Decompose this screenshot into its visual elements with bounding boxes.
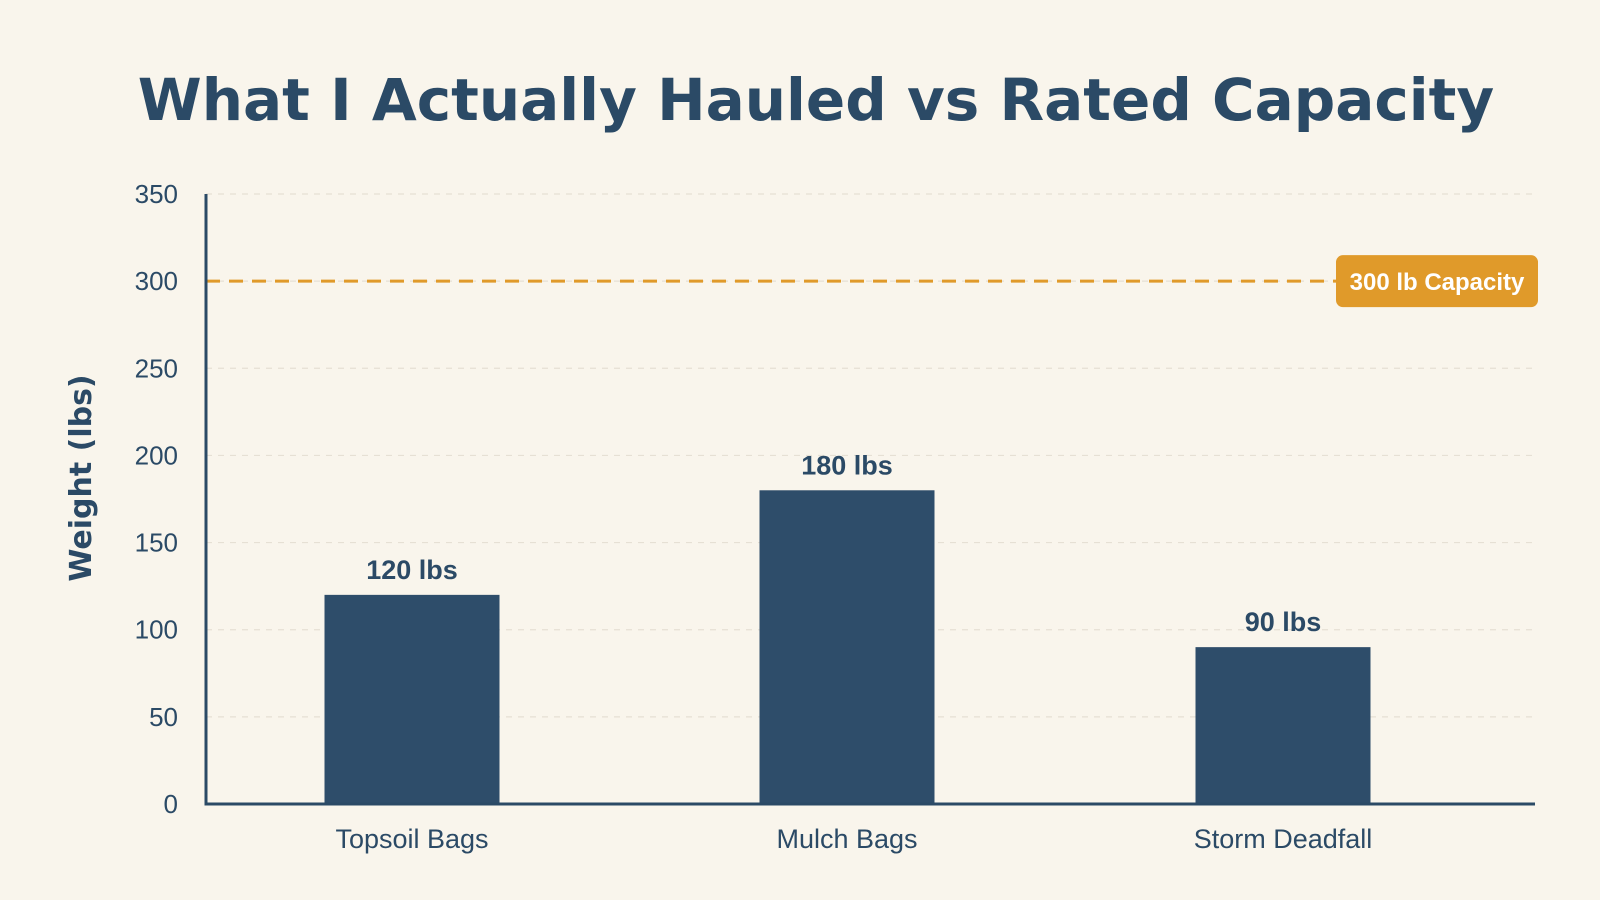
chart-title: What I Actually Hauled vs Rated Capacity [138,66,1494,134]
y-tick-label-350: 350 [135,179,178,209]
y-tick-label-250: 250 [135,353,178,383]
y-tick-label-0: 0 [164,789,178,819]
y-tick-label-150: 150 [135,528,178,558]
y-tick-labels: 0 50 100 150 200 250 300 350 [135,179,178,819]
bars: 120 lbs 180 lbs 90 lbs [324,450,1371,804]
bar-topsoil-bags [324,594,500,804]
bar-value-label: 120 lbs [366,555,458,585]
x-category-label: Storm Deadfall [1194,824,1373,854]
y-axis-label: Weight (lbs) [64,374,99,581]
y-tick-label-50: 50 [149,702,178,732]
x-category-label: Mulch Bags [776,824,917,854]
capacity-label-badge [1336,255,1538,308]
axes [204,194,1535,806]
capacity-label-text: 300 lb Capacity [1350,269,1525,296]
y-tick-label-100: 100 [135,615,178,645]
reference-line-group: 300 lb Capacity [206,255,1538,308]
x-category-label: Topsoil Bags [335,824,488,854]
y-tick-label-300: 300 [135,266,178,296]
x-category-labels: Topsoil Bags Mulch Bags Storm Deadfall [335,824,1372,854]
y-tick-label-200: 200 [135,440,178,470]
bar-mulch-bags [759,490,935,804]
bar-storm-deadfall [1195,647,1371,804]
bar-value-label: 90 lbs [1245,607,1322,637]
bar-value-label: 180 lbs [801,450,893,480]
